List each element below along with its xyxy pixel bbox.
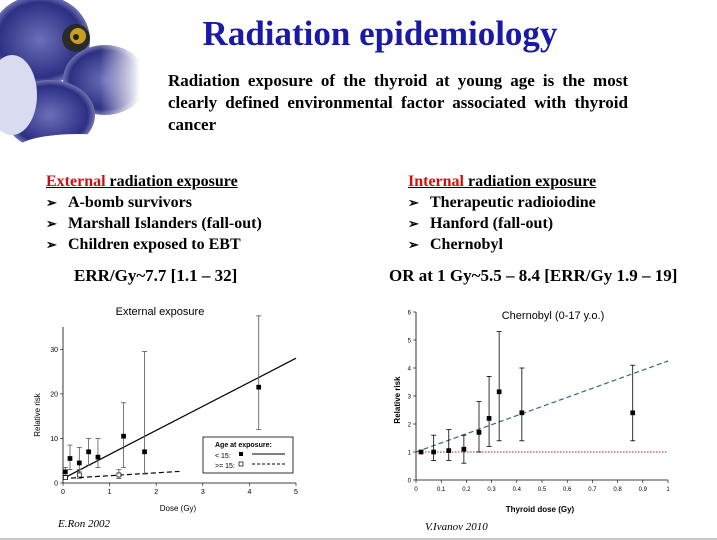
data-point bbox=[62, 469, 68, 475]
data-point bbox=[418, 449, 424, 455]
internal-credit: V.Ivanov 2010 bbox=[425, 521, 488, 533]
legend-marker-filled bbox=[239, 452, 243, 456]
x-tick-label: 0.2 bbox=[462, 487, 471, 493]
y-tick-label: 30 bbox=[50, 347, 58, 354]
x-tick-label: 5 bbox=[294, 489, 298, 496]
external-highlight: External bbox=[46, 173, 106, 190]
x-tick-label: 3 bbox=[201, 489, 205, 496]
x-tick-label: 4 bbox=[247, 489, 251, 496]
data-point bbox=[496, 389, 502, 395]
x-tick-label: 0 bbox=[414, 487, 418, 493]
data-point bbox=[142, 449, 147, 455]
y-tick-label: 20 bbox=[50, 391, 58, 398]
data-point bbox=[476, 430, 482, 435]
data-point bbox=[446, 448, 452, 453]
x-axis-label: Dose (Gy) bbox=[160, 504, 197, 513]
list-item: Therapeutic radioiodine bbox=[408, 192, 596, 213]
chart-title: External exposure bbox=[116, 306, 205, 318]
data-point bbox=[431, 449, 436, 455]
x-tick-label: 1 bbox=[666, 487, 670, 493]
data-point bbox=[256, 384, 262, 390]
data-point bbox=[62, 475, 68, 481]
data-point bbox=[630, 410, 636, 416]
external-heading: External radiation exposure bbox=[46, 171, 262, 192]
page-title: Radiation epidemiology bbox=[202, 14, 558, 53]
y-axis-label: Relative risk bbox=[33, 392, 42, 437]
legend-entry: >= 15: bbox=[215, 463, 235, 470]
list-item: Chernobyl bbox=[408, 234, 596, 255]
y-tick-label: 0 bbox=[54, 481, 58, 488]
external-credit: E.Ron 2002 bbox=[58, 518, 110, 530]
data-point bbox=[76, 460, 82, 466]
x-tick-label: 0.3 bbox=[487, 487, 496, 493]
x-tick-label: 0.5 bbox=[538, 487, 547, 493]
y-tick-label: 4 bbox=[408, 367, 412, 373]
data-point bbox=[519, 410, 525, 416]
intro-text: Radiation exposure of the thyroid at you… bbox=[168, 71, 628, 134]
x-tick-label: 0.8 bbox=[613, 487, 622, 493]
trend-line bbox=[62, 357, 297, 480]
data-point bbox=[116, 472, 122, 478]
legend-marker-open bbox=[238, 461, 244, 467]
y-tick-label: 10 bbox=[50, 436, 58, 443]
list-item: A-bomb survivors bbox=[46, 192, 262, 213]
data-point bbox=[95, 454, 101, 460]
internal-heading-rest: radiation exposure bbox=[464, 173, 597, 190]
data-point bbox=[67, 456, 73, 461]
x-tick-label: 0.7 bbox=[588, 487, 597, 493]
flower-image bbox=[0, 0, 140, 150]
external-exposure-chart: External exposure Dose (Gy) Relative ris… bbox=[33, 306, 298, 513]
internal-heading: Internal radiation exposure bbox=[408, 171, 596, 192]
x-tick-label: 1 bbox=[108, 489, 112, 496]
chernobyl-chart: Chernobyl (0-17 y.o.) Thyroid dose (Gy) … bbox=[393, 310, 670, 514]
chart-legend: Age at exposure: < 15: >= 15: bbox=[202, 436, 294, 474]
bottom-divider bbox=[0, 538, 717, 540]
y-tick-label: 2 bbox=[408, 423, 412, 429]
trend-line bbox=[415, 360, 669, 453]
x-tick-label: 0.6 bbox=[563, 487, 572, 493]
y-axis-label: Relative risk bbox=[393, 376, 402, 424]
list-item: Children exposed to EBT bbox=[46, 234, 262, 255]
data-point bbox=[76, 472, 82, 478]
legend-entry: < 15: bbox=[215, 453, 231, 460]
legend-title: Age at exposure: bbox=[215, 442, 272, 449]
x-axis-label: Thyroid dose (Gy) bbox=[506, 505, 575, 514]
external-section: External radiation exposure A-bomb survi… bbox=[46, 171, 262, 255]
x-tick-label: 2 bbox=[154, 489, 158, 496]
external-estimate: ERR/Gy~7.7 [1.1 – 32] bbox=[74, 266, 238, 285]
x-tick-label: 0.9 bbox=[639, 487, 648, 493]
data-point bbox=[121, 433, 126, 439]
x-tick-label: 0.1 bbox=[437, 487, 446, 493]
chart-title: Chernobyl (0-17 y.o.) bbox=[502, 310, 605, 322]
data-point bbox=[461, 446, 467, 452]
y-tick-label: 3 bbox=[408, 395, 412, 401]
internal-section: Internal radiation exposure Therapeutic … bbox=[408, 171, 596, 255]
y-tick-label: 6 bbox=[408, 311, 412, 317]
internal-estimate: OR at 1 Gy~5.5 – 8.4 [ERR/Gy 1.9 – 19] bbox=[389, 266, 678, 285]
external-heading-rest: radiation exposure bbox=[105, 173, 238, 190]
x-tick-label: 0 bbox=[61, 489, 65, 496]
data-point bbox=[486, 416, 492, 421]
internal-highlight: Internal bbox=[408, 173, 464, 190]
y-tick-label: 1 bbox=[408, 451, 412, 457]
list-item: Hanford (fall-out) bbox=[408, 213, 596, 234]
y-tick-label: 5 bbox=[408, 339, 412, 345]
data-point bbox=[86, 449, 91, 455]
y-tick-label: 0 bbox=[408, 479, 412, 485]
list-item: Marshall Islanders (fall-out) bbox=[46, 213, 262, 234]
x-tick-label: 0.4 bbox=[513, 487, 522, 493]
